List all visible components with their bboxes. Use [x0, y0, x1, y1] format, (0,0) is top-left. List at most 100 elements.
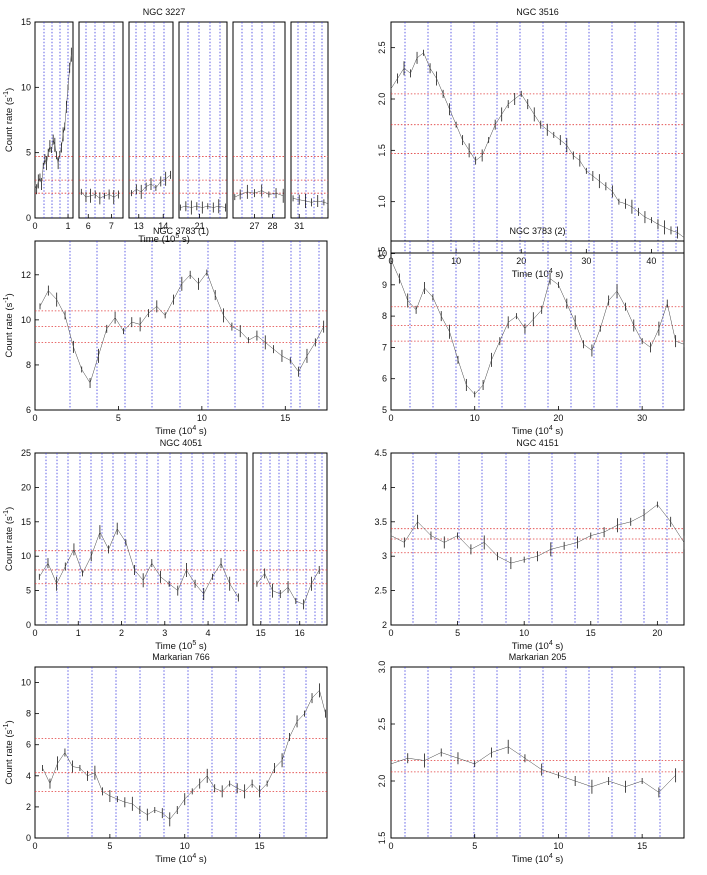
y-tick-label-7-3: 3.0 — [377, 661, 387, 674]
y-tick-label-5-5: 4.5 — [374, 448, 387, 458]
y-tick-label-3-5: 10 — [377, 249, 387, 259]
y-axis-label-2: Count rate (s-1) — [3, 293, 15, 357]
light-curve-0-5 — [293, 198, 329, 204]
panel-frame-7-0 — [390, 666, 685, 839]
x-tick-label-3-0-2: 20 — [553, 413, 563, 423]
y-tick-label-7-2: 2.5 — [377, 718, 387, 731]
y-tick-label-2-1: 8 — [26, 360, 31, 370]
x-tick-label-4-1-0: 15 — [256, 628, 266, 638]
y-tick-label-1-0: 0.5 — [377, 247, 387, 260]
y-tick-label-0-0: 0 — [26, 213, 31, 223]
panel-frame-0-0 — [34, 21, 74, 219]
x-axis-label-1: Time (104 s) — [512, 268, 564, 280]
x-tick-label-6-0-1: 5 — [107, 841, 112, 851]
chart-title-5: NGC 4151 — [516, 438, 559, 448]
x-tick-label-4-0-0: 0 — [32, 628, 37, 638]
x-tick-label-5-0-1: 5 — [455, 628, 460, 638]
y-tick-label-3-3: 8 — [382, 311, 387, 321]
x-tick-label-0-3-0: 21 — [195, 221, 205, 231]
x-tick-label-4-0-3: 3 — [162, 628, 167, 638]
light-curve-1-0 — [390, 52, 685, 238]
x-tick-label-2-0-0: 0 — [32, 413, 37, 423]
y-tick-label-1-3: 2.0 — [377, 93, 387, 106]
light-curve-0-3 — [180, 205, 226, 208]
y-tick-label-4-5: 25 — [21, 448, 31, 458]
x-axis-label-5: Time (104 s) — [512, 640, 564, 652]
y-tick-label-1-1: 1.0 — [377, 195, 387, 208]
x-axis-label-7: Time (104 s) — [512, 853, 564, 865]
chart-title-1: NGC 3516 — [516, 7, 559, 17]
y-tick-label-0-1: 5 — [26, 148, 31, 158]
x-axis-label-3: Time (104 s) — [512, 425, 564, 437]
y-tick-label-5-0: 2 — [382, 620, 387, 630]
y-tick-label-3-1: 6 — [382, 374, 387, 384]
light-curve-2-0 — [39, 271, 324, 384]
light-curve-5-0 — [390, 504, 685, 564]
light-curve-0-2 — [131, 174, 171, 194]
panel-frame-0-2 — [128, 21, 174, 219]
y-tick-label-5-3: 3.5 — [374, 517, 387, 527]
panel-frame-2-0 — [34, 240, 328, 411]
x-tick-label-4-1-1: 16 — [295, 628, 305, 638]
x-tick-label-2-0-1: 5 — [116, 413, 121, 423]
light-curve-4-0 — [39, 528, 239, 598]
y-tick-label-5-2: 3 — [382, 551, 387, 561]
y-tick-label-6-2: 4 — [26, 771, 31, 781]
chart-title-2: NGC 3783 (1) — [153, 226, 209, 236]
chart-title-0: NGC 3227 — [143, 7, 186, 17]
x-tick-label-5-0-2: 10 — [519, 628, 529, 638]
panel-frame-4-0 — [34, 452, 248, 626]
y-tick-label-3-2: 7 — [382, 342, 387, 352]
y-tick-label-6-0: 0 — [26, 833, 31, 843]
x-tick-label-0-0-1: 1 — [66, 221, 71, 231]
x-tick-label-3-0-0: 0 — [388, 413, 393, 423]
x-axis-label-4: Time (105 s) — [155, 640, 207, 652]
x-tick-label-0-4-1: 28 — [267, 221, 277, 231]
chart-title-7: Markarian 205 — [509, 652, 567, 662]
panel-frame-4-1 — [252, 452, 328, 626]
panel-frame-6-0 — [34, 666, 328, 839]
x-tick-label-4-0-4: 4 — [206, 628, 211, 638]
y-tick-label-4-4: 20 — [21, 482, 31, 492]
y-tick-label-3-4: 9 — [382, 280, 387, 290]
panel-frame-0-5 — [290, 21, 329, 219]
x-tick-label-0-5-0: 31 — [294, 221, 304, 231]
x-tick-label-1-0-3: 30 — [581, 256, 591, 266]
y-tick-label-5-4: 4 — [382, 482, 387, 492]
panel-frame-0-1 — [78, 21, 124, 219]
x-tick-label-6-0-2: 10 — [180, 841, 190, 851]
y-axis-label-4: Count rate (s-1) — [3, 507, 15, 571]
x-tick-label-5-0-4: 20 — [652, 628, 662, 638]
x-axis-label-2: Time (104 s) — [155, 425, 207, 437]
y-tick-label-4-0: 0 — [26, 620, 31, 630]
x-tick-label-7-0-0: 0 — [388, 841, 393, 851]
x-tick-label-0-1-1: 7 — [109, 221, 114, 231]
y-tick-label-2-0: 6 — [26, 405, 31, 415]
x-tick-label-3-0-3: 30 — [637, 413, 647, 423]
y-tick-label-7-1: 2.0 — [377, 775, 387, 788]
x-tick-label-7-0-3: 15 — [637, 841, 647, 851]
y-tick-label-6-3: 6 — [26, 740, 31, 750]
chart-title-4: NGC 4051 — [160, 438, 203, 448]
y-tick-label-4-2: 10 — [21, 551, 31, 561]
y-tick-label-2-2: 10 — [21, 315, 31, 325]
light-curve-4-1 — [256, 569, 320, 605]
y-tick-label-0-3: 15 — [21, 17, 31, 27]
y-tick-label-4-3: 15 — [21, 517, 31, 527]
panel-frame-0-3 — [178, 21, 228, 219]
x-tick-label-1-0-4: 40 — [646, 256, 656, 266]
x-tick-label-6-0-0: 0 — [32, 841, 37, 851]
light-curve-0-4 — [234, 190, 284, 198]
y-tick-label-4-1: 5 — [26, 586, 31, 596]
y-tick-label-0-2: 10 — [21, 82, 31, 92]
x-tick-label-6-0-3: 15 — [255, 841, 265, 851]
x-tick-label-0-2-0: 13 — [134, 221, 144, 231]
y-tick-label-6-4: 8 — [26, 709, 31, 719]
y-tick-label-1-4: 2.5 — [377, 41, 387, 54]
x-tick-label-5-0-0: 0 — [388, 628, 393, 638]
panel-frame-0-4 — [232, 21, 286, 219]
y-tick-label-6-1: 2 — [26, 802, 31, 812]
chart-title-6: Markarian 766 — [152, 652, 210, 662]
y-axis-label-6: Count rate (s-1) — [3, 720, 15, 784]
y-tick-label-3-0: 5 — [382, 405, 387, 415]
